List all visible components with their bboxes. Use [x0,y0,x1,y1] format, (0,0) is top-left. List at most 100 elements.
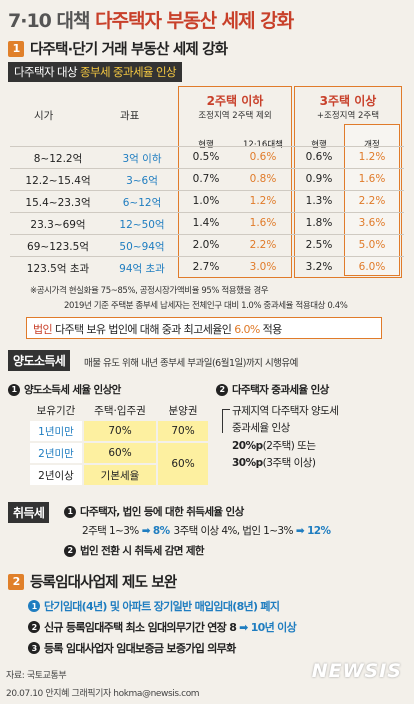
cell-base: 50~94억 [119,241,165,253]
jongbu-label-highlight: 종부세 중과세율 인상 [80,65,177,79]
reg-line2: 중과세율 인상 [232,422,290,435]
reg-line4: 30%p(3주택 이상) [232,455,390,472]
cell-value: 123.5억 초과 [26,263,90,275]
group2-title: 3주택 이상 [319,94,377,108]
transfer-tax-desc: 매물 유도 위해 내년 종부세 부과일(6월1일)까지 시행유예 [84,358,298,369]
item2-number: 2 [216,383,228,396]
arrow-icon: ➡ [295,524,305,537]
group1-title: 2주택 이하 [206,94,264,108]
cell-current1: 2.0% [192,239,220,251]
cell-current1: 1.0% [192,195,220,207]
presale-row23: 60% [158,443,208,485]
group2-header: 3주택 이상 +조정지역 2주택 [294,92,402,126]
sub-head-plan1: 12·16대책 [243,140,283,150]
sec2-item1-number: 1 [28,600,40,612]
cell-revised2: 5.0% [358,239,386,251]
sec2-item3-text: 등록 임대사업자 임대보증금 보증가입 의무화 [44,642,236,655]
corporate-tag: 법인 [33,323,53,336]
col-head-value: 시가 [34,110,54,122]
corporate-text: 다주택 보유 법인에 대해 중과 최고세율인 [54,323,232,336]
cell-value: 8~12.2억 [33,153,83,165]
section2-number: 2 [8,573,24,590]
cell-base: 12~50억 [119,219,165,231]
cell-plan1: 0.8% [249,173,277,185]
sec2-item2-new: 10년 이상 [250,621,297,634]
cell-base: 94억 초과 [119,263,165,275]
acq-item1-text: 다주택자, 법인 등에 대한 취득세율 인상 [80,506,244,518]
item1-number: 1 [8,383,20,396]
sec2-item2-text: 신규 등록임대주택 최소 임대의무기간 연장 8 [44,621,237,634]
acq-rate-line: 2주택 1~3% ➡ 8% 3주택 이상 4%, 법인 1~3% ➡ 12% [82,523,331,538]
section1-title: 다주택·단기 거래 부동산 세제 강화 [30,42,228,58]
note-1: ※공시가격 현실화율 75~85%, 공정시장가액비율 95% 적용했을 경우 [30,286,269,296]
table-row: 8~12.2억 3억 이하 0.5% 0.6% 0.6% 1.2% [10,146,404,168]
jongbu-label-prefix: 다주택자 대상 [14,65,78,79]
section1-number: 1 [8,40,24,57]
acq-item1-number: 1 [64,505,76,518]
cell-revised2: 6.0% [358,261,386,273]
house-row1: 70% [84,421,156,441]
title-part1: 7·10 대책 [8,10,90,32]
house-row2: 60% [84,443,156,463]
cell-revised2: 1.2% [358,151,386,163]
th-period: 보유기간 [36,404,76,417]
page-title: 7·10 대책 다주택자 부동산 세제 강화 [8,6,294,33]
presale-row1: 70% [158,421,208,441]
table-row: 15.4~23.3억 6~12억 1.0% 1.2% 1.3% 2.2% [10,190,404,212]
acq-item2-text: 법인 전환 시 취득세 감면 제한 [80,545,205,557]
acq-three-house: 3주택 이상 4%, 법인 1~3% [173,525,294,537]
cell-revised2: 3.6% [358,217,386,229]
acquisition-tax-tag: 취득세 [8,502,50,523]
corporate-box: 법인 다주택 보유 법인에 대해 중과 최고세율인 6.0% 적용 [26,317,382,339]
cell-plan1: 1.6% [249,217,277,229]
corporate-suffix: 적용 [262,323,283,336]
cell-current1: 2.7% [192,261,220,273]
revised-column-box [344,124,400,276]
th-house: 주택·입주권 [94,404,146,417]
reg-line3-rate: 20%p [232,439,263,452]
cell-revised2: 1.6% [358,173,386,185]
arrow-icon: ➡ [141,524,151,537]
th-presale: 분양권 [168,404,198,417]
col-head-base: 과표 [120,110,140,122]
group1-box [178,86,292,278]
bracket-line [222,409,230,433]
transfer-item1: 1 양도소득세 세율 인상안 [8,382,121,397]
cell-current2: 1.3% [305,195,333,207]
cell-current1: 1.4% [192,217,220,229]
corporate-rate: 6.0% [234,323,260,336]
transfer-item2-title: 다주택자 중과세율 인상 [232,384,329,396]
period-row3: 2년이상 [30,465,82,485]
sub-head-revised2: 개정 [364,140,380,150]
sub-head-current2: 현행 [311,140,327,150]
reg-line3: 20%p(2주택) 또는 [232,438,390,455]
cell-current2: 0.6% [305,151,333,163]
group2-sub: +조정지역 2주택 [316,111,380,121]
cell-plan1: 2.2% [249,239,277,251]
cell-revised2: 2.2% [358,195,386,207]
table-row: 12.2~15.4억 3~6억 0.7% 0.8% 0.9% 1.6% [10,168,404,190]
cell-current1: 0.5% [192,151,220,163]
period-row2: 2년미만 [30,443,82,463]
house-row3: 기본세율 [84,465,156,485]
sec2-item3: 3 등록 임대사업자 임대보증금 보증가입 의무화 [28,640,236,656]
acq-three-house-new: 12% [307,524,331,537]
reg-line3-rest: (2주택) 또는 [262,439,316,452]
cell-current2: 0.9% [305,173,333,185]
acq-item1: 1 다주택자, 법인 등에 대한 취득세율 인상 [64,504,244,519]
sec2-item1: 1 단기임대(4년) 및 아파트 장기일반 매입임대(8년) 폐지 [28,598,280,614]
cell-plan1: 0.6% [249,151,277,163]
reg-line4-rest: (3주택 이상) [262,456,316,469]
cell-current2: 1.8% [305,217,333,229]
transfer-item1-title: 양도소득세 세율 인상안 [24,384,121,396]
acq-two-house: 2주택 1~3% [82,525,139,537]
sub-head-current1: 현행 [198,140,214,150]
cell-base: 3억 이하 [122,153,162,165]
section1-heading: 1 다주택·단기 거래 부동산 세제 강화 [8,38,228,59]
acq-item2-number: 2 [64,544,76,557]
sec2-item2: 2 신규 등록임대주택 최소 임대의무기간 연장 8 ➡ 10년 이상 [28,619,297,635]
cell-value: 69~123.5억 [27,241,89,253]
newsis-logo: NEWSIS [311,660,402,682]
group2-box [294,86,402,278]
table-row: 69~123.5억 50~94억 2.0% 2.2% 2.5% 5.0% [10,234,404,256]
